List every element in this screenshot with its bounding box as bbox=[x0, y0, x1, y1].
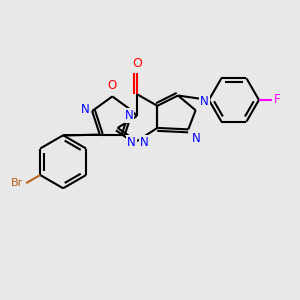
Text: F: F bbox=[274, 93, 280, 106]
Text: N: N bbox=[127, 136, 136, 149]
Text: O: O bbox=[108, 79, 117, 92]
Text: N: N bbox=[192, 132, 201, 145]
Text: N: N bbox=[124, 109, 133, 122]
Text: N: N bbox=[80, 103, 89, 116]
Text: Br: Br bbox=[11, 178, 22, 188]
Text: N: N bbox=[200, 95, 209, 108]
Text: N: N bbox=[140, 136, 149, 149]
Text: O: O bbox=[132, 57, 142, 70]
